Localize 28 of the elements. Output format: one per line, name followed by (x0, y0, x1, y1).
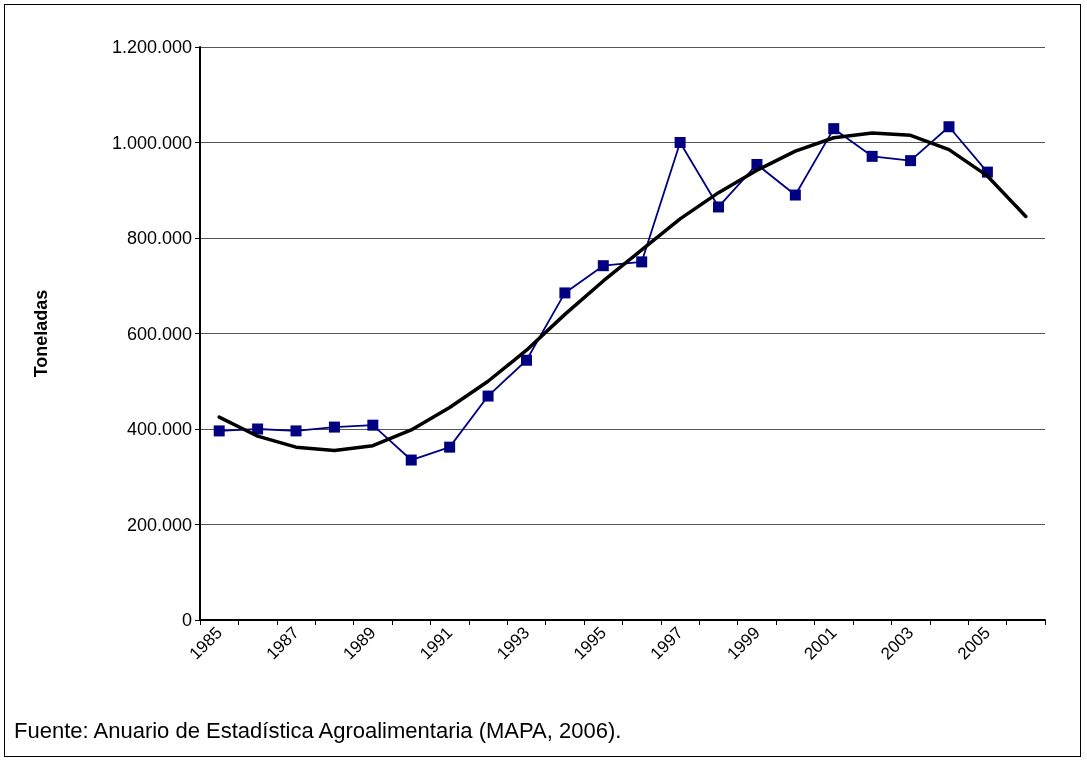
y-tick-label: 600.000 (126, 323, 192, 344)
point (444, 441, 456, 453)
point (789, 189, 801, 201)
point (328, 421, 340, 433)
point (905, 155, 917, 167)
y-tick-label: 400.000 (126, 419, 192, 439)
y-axis-title: Toneladas (31, 289, 51, 378)
point (520, 354, 532, 366)
point (482, 390, 494, 402)
y-tick-label: 800.000 (126, 228, 192, 248)
y-tick-label: 200.000 (126, 514, 192, 535)
point (252, 423, 264, 435)
point (674, 137, 686, 148)
point (597, 260, 609, 272)
point (367, 419, 379, 431)
y-tick-label: 0 (181, 610, 192, 630)
point (828, 123, 840, 135)
point (866, 150, 878, 162)
point (290, 425, 302, 437)
point (943, 121, 955, 133)
y-tick-label: 1.200.000 (111, 37, 192, 57)
y-tick-label: 1.000.000 (111, 132, 192, 153)
point (636, 256, 648, 268)
source-note: Fuente: Anuario de Estadística Agroalimentaria (MAPA, 2006). (14, 718, 622, 744)
point (713, 201, 725, 213)
point (405, 454, 417, 466)
point (213, 425, 225, 437)
point (559, 287, 571, 299)
